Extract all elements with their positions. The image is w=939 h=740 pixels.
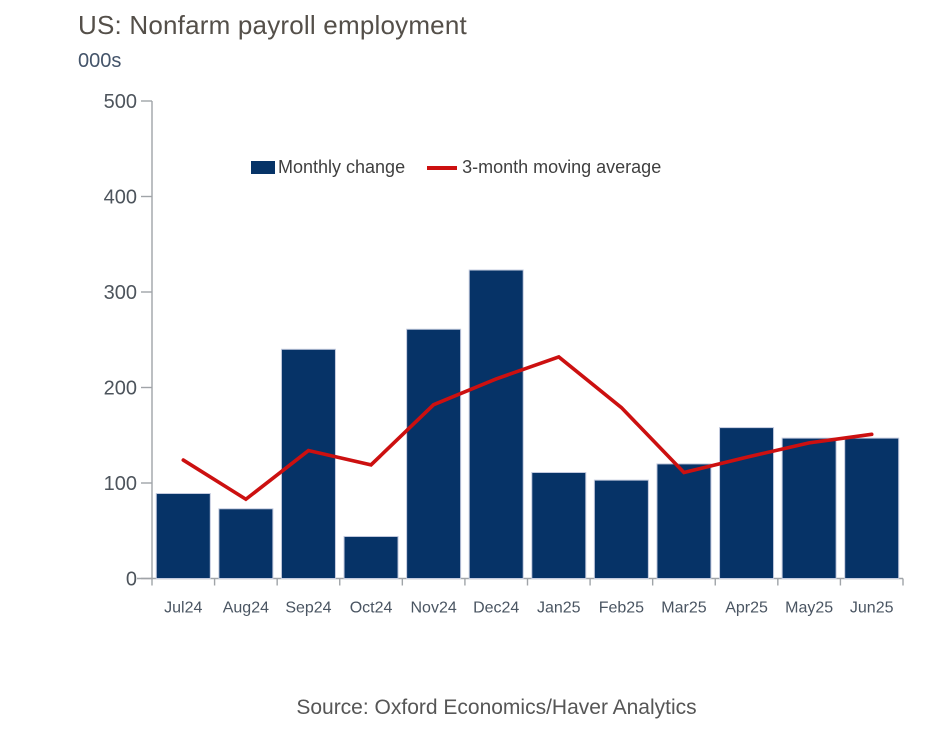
bar-Feb25 <box>593 479 649 580</box>
x-tick-label: Mar25 <box>661 600 706 617</box>
bar-series-swatch-icon <box>251 161 275 174</box>
x-tick-label: Feb25 <box>599 600 644 617</box>
moving-average-line <box>181 354 874 502</box>
source-note: Source: Oxford Economics/Haver Analytics <box>296 696 697 719</box>
x-tick-label: Apr25 <box>725 600 768 617</box>
y-tick-label: 500 <box>104 91 137 113</box>
y-tick-label: 200 <box>104 378 137 400</box>
y-axis-units-label: 000s <box>78 50 122 72</box>
x-tick-label: Dec24 <box>473 600 519 617</box>
bar-Nov24 <box>406 328 462 579</box>
bar-Oct24 <box>343 535 399 579</box>
x-tick-label: Jul24 <box>164 600 202 617</box>
x-tick-label: Jan25 <box>537 600 581 617</box>
chart-legend: Monthly change 3-month moving average <box>251 157 661 178</box>
x-tick-label: Oct24 <box>350 600 393 617</box>
chart-title: US: Nonfarm payroll employment <box>78 10 467 40</box>
bar-May25 <box>781 437 837 579</box>
bar-Jun25 <box>844 437 900 579</box>
bar-Aug24 <box>218 508 274 579</box>
line-series-label: 3-month moving average <box>462 157 662 177</box>
x-tick-label: Aug24 <box>223 600 269 617</box>
y-tick-label: 300 <box>104 282 137 304</box>
y-tick-label: 400 <box>104 187 137 209</box>
bar-Jan25 <box>531 471 587 579</box>
y-tick-label: 100 <box>104 473 137 495</box>
y-tick-label: 0 <box>126 569 137 591</box>
bar-Apr25 <box>719 427 775 579</box>
x-tick-label: May25 <box>785 600 833 617</box>
bar-Jul24 <box>155 493 211 580</box>
bar-Mar25 <box>656 463 712 579</box>
x-tick-label: Jun25 <box>850 600 894 617</box>
x-tick-label: Nov24 <box>411 600 457 617</box>
bar-series-label: Monthly change <box>278 157 406 177</box>
x-tick-label: Sep24 <box>285 600 331 617</box>
line-series-swatch-icon <box>427 165 458 170</box>
bar-Dec24 <box>468 269 524 579</box>
